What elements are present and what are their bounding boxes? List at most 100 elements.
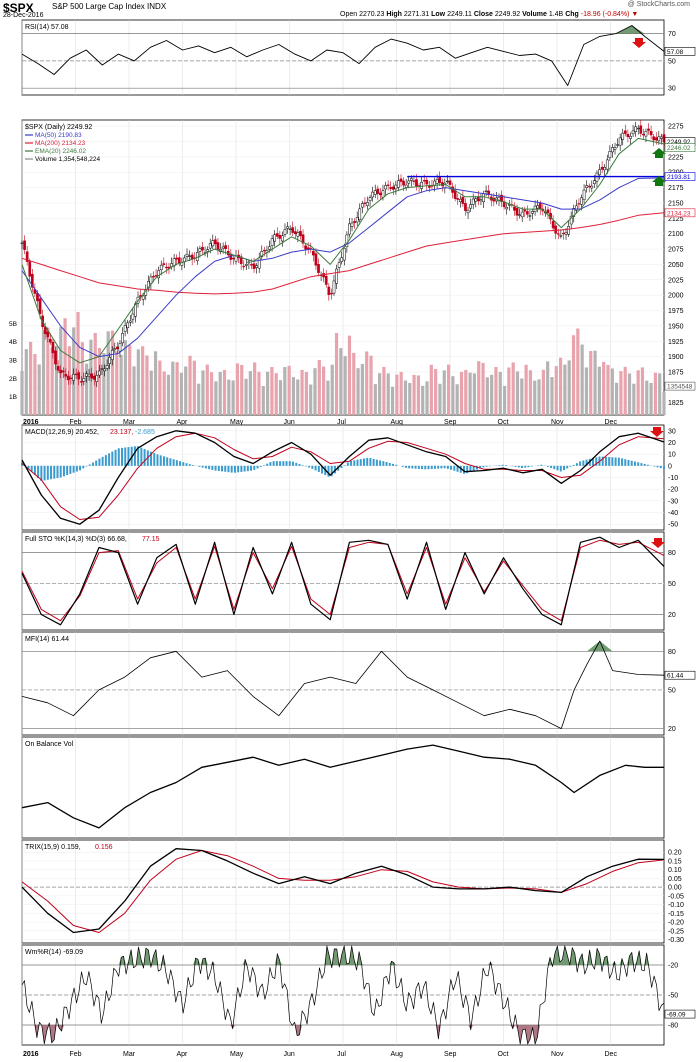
y-tick-label: 2275 <box>668 124 684 131</box>
close-value: 2249.92 <box>494 11 521 18</box>
candle-body <box>250 264 253 266</box>
macd-histogram-bar <box>356 459 359 466</box>
volume-bar <box>597 366 601 415</box>
volume-bar <box>382 366 386 415</box>
volume-bar <box>485 377 489 415</box>
macd-histogram-bar <box>485 465 488 467</box>
candle-body <box>363 202 367 204</box>
y-tick-label: 2100 <box>668 231 684 238</box>
volume-bar <box>184 366 188 415</box>
y-tick-label: -50 <box>668 993 678 1000</box>
y-tick-label: 30 <box>668 428 676 435</box>
candle-body <box>402 180 405 186</box>
macd-histogram-bar <box>230 465 233 473</box>
macd-histogram-bar <box>401 465 404 467</box>
candle-body <box>587 185 591 188</box>
candle-body <box>634 126 637 132</box>
candle-body <box>371 191 375 198</box>
month-label: Mar <box>123 419 136 426</box>
month-label: Oct <box>498 419 509 426</box>
volume-bar <box>153 351 158 415</box>
volume-bar <box>235 363 240 415</box>
bottom-month-label: Aug <box>391 1051 404 1058</box>
macd-histogram-bar <box>604 456 607 466</box>
y-tick-label: 0 <box>668 463 672 470</box>
y-tick-label: 2225 <box>668 154 684 161</box>
candle-body <box>438 177 442 184</box>
y-tick-label: -40 <box>668 510 678 517</box>
macd-histogram-bar <box>553 465 556 470</box>
candle-body <box>412 180 416 182</box>
open-label: Open <box>340 11 358 18</box>
macd-histogram-bar <box>62 465 65 477</box>
macd-histogram-bar <box>333 465 336 474</box>
candle-body <box>598 169 601 176</box>
candle-body <box>384 185 387 190</box>
volume-bar <box>132 366 136 415</box>
candle-body <box>170 263 173 267</box>
volume-bar <box>171 361 175 415</box>
y-tick-label: 1950 <box>668 323 684 330</box>
volume-bar <box>222 369 227 415</box>
macd-histogram-bar <box>75 465 78 472</box>
candle-body <box>103 368 106 372</box>
volume-bar <box>231 380 235 415</box>
volume-bar <box>46 327 50 415</box>
volume-label: Volume <box>522 11 547 18</box>
month-label: Aug <box>391 419 404 426</box>
macd-histogram-bar <box>237 465 240 473</box>
candle-body <box>484 190 488 193</box>
macd-histogram-bar <box>362 458 365 466</box>
volume-bar <box>227 379 231 415</box>
macd-histogram-bar <box>353 460 356 466</box>
volume-bar <box>459 371 464 415</box>
candle-body <box>580 197 583 205</box>
candle-body <box>404 184 408 188</box>
candle-body <box>636 127 640 130</box>
ma200-tag: 2134.23 <box>667 210 691 217</box>
volume-bar <box>63 318 67 415</box>
volume-bar <box>123 340 128 415</box>
volume-bar <box>498 371 502 415</box>
candle-body <box>528 215 532 217</box>
candle-body <box>61 370 65 373</box>
chart-header: $SPX S&P 500 Large Cap Index INDX 28-Dec… <box>0 0 696 20</box>
volume-bar <box>85 363 89 415</box>
bottom-month-label: 2016 <box>23 1051 39 1058</box>
candle-body <box>242 265 246 268</box>
volume-bar <box>640 367 645 415</box>
volume-bar <box>649 382 653 415</box>
candle-body <box>605 159 609 170</box>
volume-tick-label: 1B <box>9 394 17 401</box>
candle-body <box>113 348 117 351</box>
candle-body <box>198 248 202 252</box>
y-tick-label: 0.15 <box>668 858 682 865</box>
y-tick-label: 20 <box>668 726 676 733</box>
obv-line <box>21 744 664 829</box>
candle-body <box>505 206 509 210</box>
macd-histogram-bar <box>395 464 398 466</box>
macd-histogram-bar <box>127 447 130 466</box>
bottom-month-label: Feb <box>70 1051 82 1058</box>
candle-body <box>208 243 212 249</box>
volume-bar <box>145 355 149 415</box>
volume-bar <box>356 368 360 415</box>
macd-histogram-bar <box>314 465 317 471</box>
macd-histogram-bar <box>372 458 375 466</box>
y-tick-label: 0.05 <box>668 876 682 883</box>
candle-body <box>283 229 287 235</box>
volume-bar <box>214 381 218 415</box>
y-tick-label: -0.30 <box>668 937 684 944</box>
macd-histogram-bar <box>56 465 59 479</box>
y-tick-label: -0.25 <box>668 928 684 935</box>
candle-body <box>340 257 344 262</box>
y-tick-label: 2175 <box>668 185 684 192</box>
volume-tick-label: 3B <box>9 358 17 365</box>
macd-histogram-bar <box>327 465 330 477</box>
high-label: High <box>386 11 402 18</box>
macd-histogram-bar <box>33 465 36 475</box>
volume-bar <box>606 365 610 415</box>
macd-histogram-bar <box>201 465 204 468</box>
volume-bar <box>602 361 606 415</box>
rsi-line <box>21 25 665 86</box>
